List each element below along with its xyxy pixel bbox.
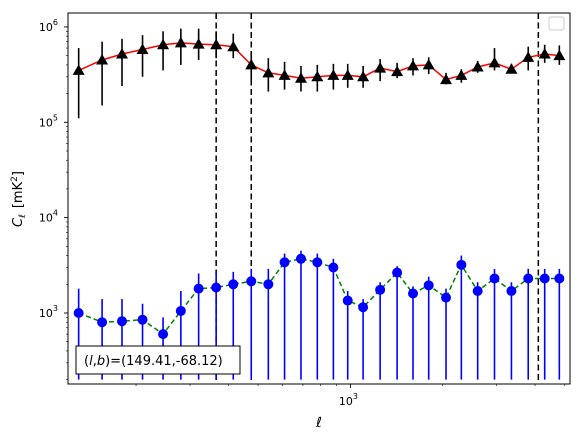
- series-1-point: [176, 306, 186, 316]
- series-1-point: [343, 296, 353, 306]
- series-1-point: [328, 262, 338, 272]
- series-1-point: [358, 302, 368, 312]
- series-1-point: [540, 273, 550, 283]
- series-1-point: [441, 293, 451, 303]
- series-1-point: [473, 286, 483, 296]
- series-1-point: [263, 279, 273, 289]
- series-1-point: [296, 254, 306, 264]
- y-tick-label-exponent: 3: [53, 304, 58, 313]
- series-1-point: [554, 273, 564, 283]
- y-tick-label-base: 10: [39, 307, 53, 320]
- coordinate-annotation: (l,b)=(149.41,-68.12): [76, 346, 240, 374]
- series-1-point: [280, 257, 290, 267]
- x-axis-label: ℓ: [315, 415, 322, 431]
- series-1-point: [375, 285, 385, 295]
- series-1-point: [424, 280, 434, 290]
- legend-box: [549, 17, 564, 30]
- series-1-point: [489, 273, 499, 283]
- y-tick-label-exponent: 5: [53, 113, 58, 122]
- series-1-point: [158, 329, 168, 339]
- y-tick-label-base: 10: [39, 116, 53, 129]
- series-1-point: [138, 315, 148, 325]
- x-tick-label-exponent: 3: [353, 392, 358, 401]
- y-axis-label-unit-end: ]: [11, 171, 26, 176]
- series-1-point: [228, 279, 238, 289]
- series-1-point: [456, 260, 466, 270]
- series-1-point: [523, 273, 533, 283]
- series-1-point: [117, 316, 127, 326]
- series-1-point: [408, 289, 418, 299]
- x-tick-label-base: 10: [339, 395, 353, 408]
- series-1-point: [194, 284, 204, 294]
- y-axis-label-subscript: ℓ: [18, 214, 28, 219]
- series-1-point: [392, 268, 402, 278]
- series-1-point: [312, 257, 322, 267]
- series-1-point: [74, 308, 84, 318]
- y-tick-label-exponent: 4: [53, 209, 58, 218]
- series-1-point: [211, 283, 221, 293]
- y-tick-label-base: 10: [39, 21, 53, 34]
- series-1-point: [506, 286, 516, 296]
- y-tick-label-exponent: 6: [53, 18, 58, 27]
- series-1-point: [246, 276, 256, 286]
- annotation-suffix: )=(149.41,-68.12): [105, 354, 223, 369]
- series-1-point: [97, 317, 107, 327]
- annotation-b: b: [97, 354, 105, 369]
- y-tick-label-base: 10: [39, 212, 53, 225]
- annotation-text: (l,b)=(149.41,-68.12): [84, 354, 223, 369]
- y-axis-label-unit: [mK: [11, 181, 26, 208]
